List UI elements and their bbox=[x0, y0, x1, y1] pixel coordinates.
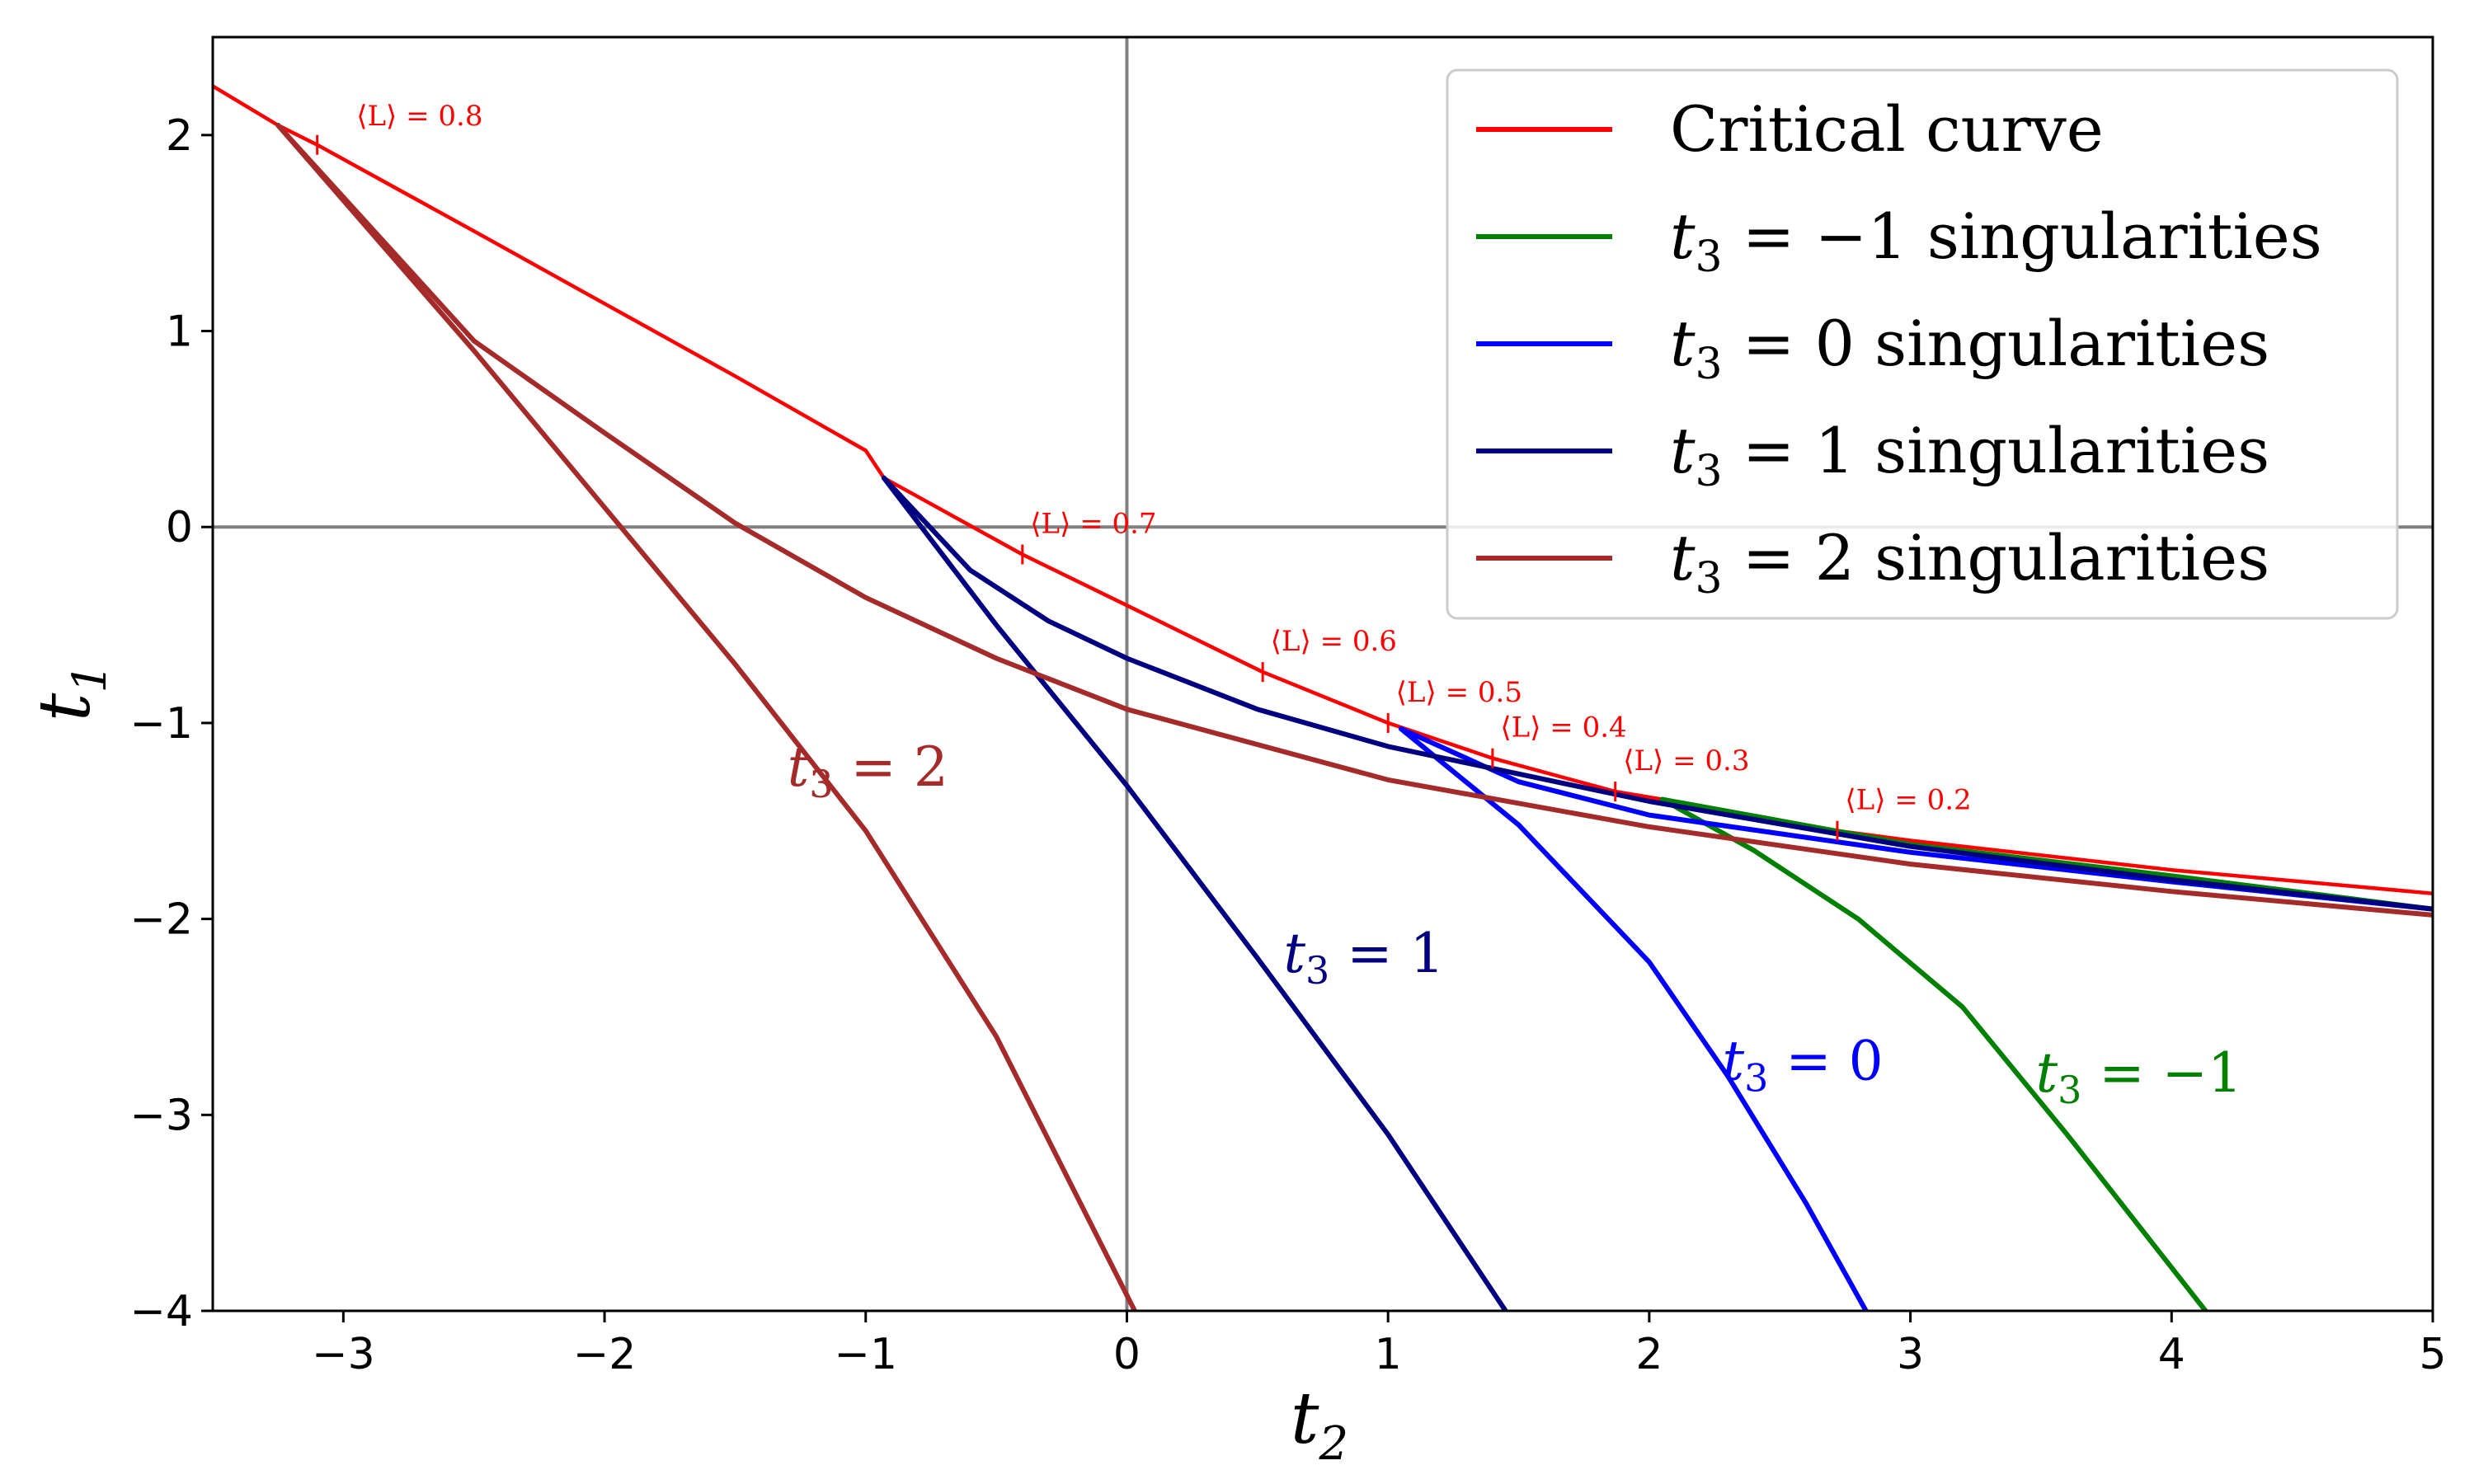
series-line-4-segment-1 bbox=[275, 123, 1137, 1311]
curve-label-3: t3 = −1 bbox=[2036, 1041, 2242, 1112]
x-tick-label-3: 0 bbox=[1113, 1330, 1141, 1379]
legend: Critical curve t3 = −1 singularities t3 = … bbox=[1446, 68, 2399, 620]
x-tick-label-8: 5 bbox=[2419, 1330, 2446, 1379]
y-tick-label-1: 1 bbox=[166, 308, 193, 357]
y-tick-label-2: 0 bbox=[166, 503, 193, 552]
annotations: ⟨L⟩ = 0.8⟨L⟩ = 0.7⟨L⟩ = 0.6⟨L⟩ = 0.5⟨L⟩ … bbox=[316, 100, 2242, 1112]
legend-label-1: t3 = −1 singularities bbox=[1670, 200, 2322, 282]
y-tick-label-0: 2 bbox=[166, 111, 193, 161]
x-tick-label-6: 3 bbox=[1897, 1330, 1924, 1379]
marker-label-5: ⟨L⟩ = 0.3 bbox=[1623, 744, 1749, 777]
x-tick-label-2: −1 bbox=[834, 1330, 897, 1379]
legend-label-4: t3 = 2 singularities bbox=[1670, 521, 2269, 603]
curve-label-2: t3 = 0 bbox=[1723, 1030, 1884, 1101]
legend-label-3: t3 = 1 singularities bbox=[1670, 414, 2269, 496]
plot-frame bbox=[211, 35, 2434, 1313]
marker-label-1: ⟨L⟩ = 0.7 bbox=[1030, 507, 1156, 540]
curve-label-1: t3 = 1 bbox=[1283, 922, 1444, 993]
y-tick-label-5: −3 bbox=[129, 1091, 193, 1140]
series-line-3-segment-0 bbox=[881, 475, 2433, 912]
series-line-4-segment-0 bbox=[275, 123, 2433, 918]
series-line-2-segment-0 bbox=[1399, 726, 2433, 912]
x-axis-title: t2 bbox=[1291, 1378, 1348, 1471]
x-tick-label-0: −3 bbox=[312, 1330, 375, 1379]
marker-label-4: ⟨L⟩ = 0.4 bbox=[1500, 711, 1626, 744]
legend-label-2: t3 = 0 singularities bbox=[1670, 307, 2269, 389]
marker-label-0: ⟨L⟩ = 0.8 bbox=[356, 100, 482, 133]
x-tick-label-5: 2 bbox=[1635, 1330, 1663, 1379]
axis-ticks: −3 −2 −1 0 1 2 3 4 5 2 1 0 −1 −2 −3 −4 bbox=[129, 111, 2446, 1379]
legend-label-0: Critical curve bbox=[1670, 92, 2104, 166]
curve-label-0: t3 = 2 bbox=[788, 735, 948, 806]
y-tick-label-3: −1 bbox=[129, 699, 193, 749]
marker-label-2: ⟨L⟩ = 0.6 bbox=[1271, 625, 1397, 658]
marker-label-6: ⟨L⟩ = 0.2 bbox=[1845, 784, 1971, 817]
series-line-2-segment-1 bbox=[1399, 726, 1869, 1311]
y-axis-title: t1 bbox=[24, 664, 117, 721]
plot-area bbox=[211, 35, 2434, 1313]
x-tick-label-7: 4 bbox=[2158, 1330, 2185, 1379]
marker-label-3: ⟨L⟩ = 0.5 bbox=[1396, 676, 1522, 709]
legend-box bbox=[1446, 68, 2399, 620]
y-tick-label-6: −4 bbox=[129, 1287, 193, 1336]
x-tick-label-1: −2 bbox=[573, 1330, 637, 1379]
series-line-3-segment-1 bbox=[881, 475, 1508, 1311]
y-tick-label-4: −2 bbox=[129, 895, 193, 945]
x-tick-label-4: 1 bbox=[1375, 1330, 1402, 1379]
